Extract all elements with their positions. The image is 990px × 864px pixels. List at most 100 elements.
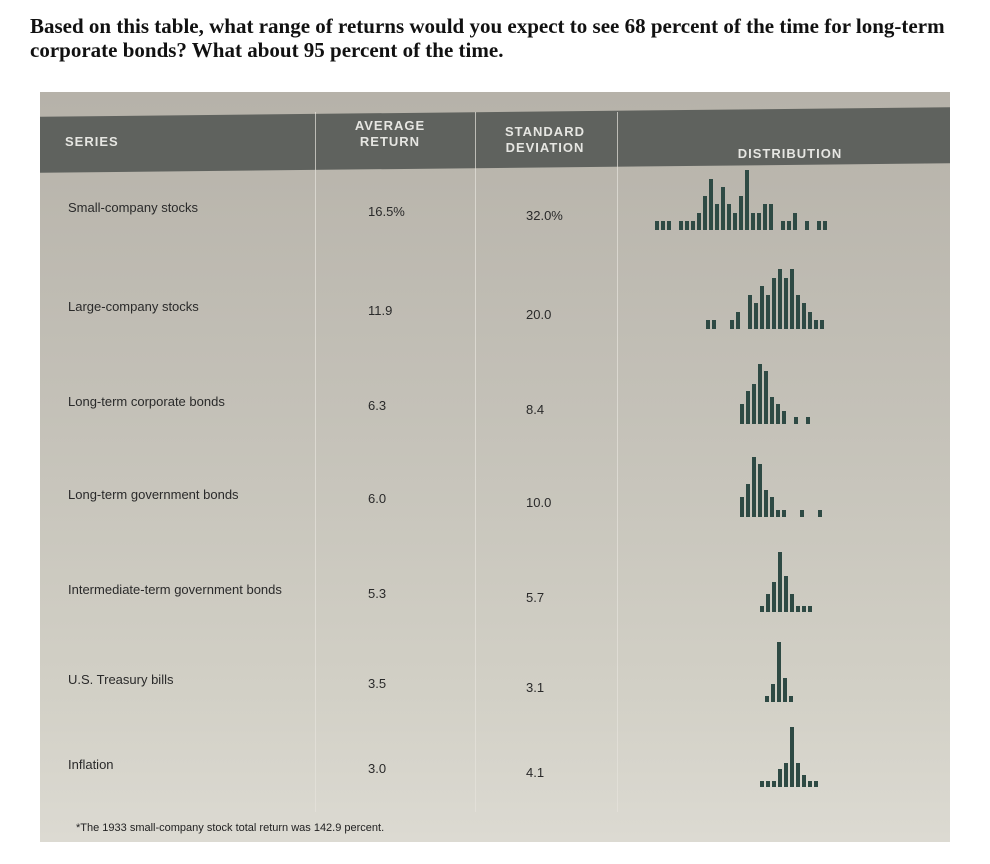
histogram-bar [760,286,764,329]
average-return: 11.9 [368,303,393,318]
histogram-bar [772,582,776,612]
series-name: Long-term government bonds [68,487,239,502]
histogram-bar [818,510,822,517]
distribution-histogram [700,269,824,329]
histogram-bar [802,606,806,612]
histogram-bar [796,606,800,612]
question-text: Based on this table, what range of retur… [30,14,945,62]
histogram-bar [760,781,764,787]
histogram-bar [748,294,752,329]
distribution-histogram [740,457,822,517]
histogram-bar [796,294,800,329]
column-divider [617,112,618,812]
histogram-bar [712,320,716,329]
histogram-bar [763,204,767,230]
histogram-bar [790,594,794,612]
histogram-bar [776,510,780,517]
histogram-bar [814,781,818,787]
histogram-bar [715,204,719,230]
distribution-histogram [740,364,810,424]
standard-deviation: 5.7 [526,590,545,605]
distribution-histogram [760,727,818,787]
histogram-bar [817,221,821,230]
average-return: 3.0 [368,761,387,776]
histogram-bar [808,781,812,787]
standard-deviation: 20.0 [526,307,552,322]
series-name: Large-company stocks [68,299,199,314]
histogram-bar [766,294,770,329]
histogram-bar [782,510,786,517]
histogram-bar [787,221,791,230]
standard-deviation: 4.1 [526,765,545,780]
standard-deviation: 8.4 [526,402,545,417]
histogram-bar [758,364,762,424]
histogram-bar [746,483,750,517]
histogram-bar [661,221,665,230]
histogram-bar [770,497,774,517]
series-name: Long-term corporate bonds [68,394,225,409]
histogram-bar [784,576,788,612]
histogram-bar [766,781,770,787]
standard-deviation: 10.0 [526,495,552,510]
histogram-bar [771,684,775,702]
histogram-bar [776,404,780,424]
column-divider [475,112,476,812]
histogram-bar [770,397,774,424]
histogram-bar [754,303,758,329]
distribution-histogram [765,642,793,702]
column-divider [315,112,316,812]
histogram-bar [790,727,794,787]
histogram-bar [772,781,776,787]
histogram-bar [757,212,761,230]
histogram-bar [745,170,749,230]
histogram-bar [802,303,806,329]
histogram-bar [782,410,786,424]
histogram-bar [685,221,689,230]
histogram-bar [772,277,776,329]
histogram-bar [727,204,731,230]
series-name: Intermediate-term government bonds [68,582,282,597]
histogram-bar [805,221,809,230]
histogram-bar [765,696,769,702]
histogram-bar [794,417,798,424]
histogram-bar [706,320,710,329]
histogram-bar [752,384,756,424]
histogram-bar [721,187,725,230]
histogram-bar [736,311,740,329]
histogram-bar [691,221,695,230]
average-return: 5.3 [368,586,387,601]
average-return: 6.0 [368,491,387,506]
histogram-bar [764,490,768,517]
standard-deviation: 3.1 [526,680,545,695]
series-name: U.S. Treasury bills [68,672,174,687]
histogram-bar [667,221,671,230]
histogram-bar [800,510,804,517]
standard-deviation: 32.0% [526,208,563,223]
histogram-bar [783,678,787,702]
histogram-bar [793,212,797,230]
histogram-bar [784,763,788,787]
header-average-return: AVERAGE RETURN [354,118,426,149]
average-return: 16.5% [368,204,405,219]
histogram-bar [703,195,707,230]
average-return: 3.5 [368,676,387,691]
histogram-bar [789,696,793,702]
histogram-bar [709,178,713,230]
histogram-bar [778,769,782,787]
header-distribution: DISTRIBUTION [737,146,843,161]
histogram-bar [790,269,794,329]
histogram-bar [820,320,824,329]
histogram-bar [740,497,744,517]
histogram-bar [806,417,810,424]
histogram-bar [808,606,812,612]
header-standard-deviation: STANDARD DEVIATION [505,124,585,155]
histogram-bar [778,269,782,329]
footnote: *The 1933 small-company stock total retu… [76,822,385,834]
series-name: Small-company stocks [68,200,199,215]
histogram-bar [769,204,773,230]
histogram-bar [746,390,750,424]
histogram-bar [740,404,744,424]
histogram-bar [766,594,770,612]
distribution-histogram [760,552,812,612]
average-return: 6.3 [368,398,387,413]
